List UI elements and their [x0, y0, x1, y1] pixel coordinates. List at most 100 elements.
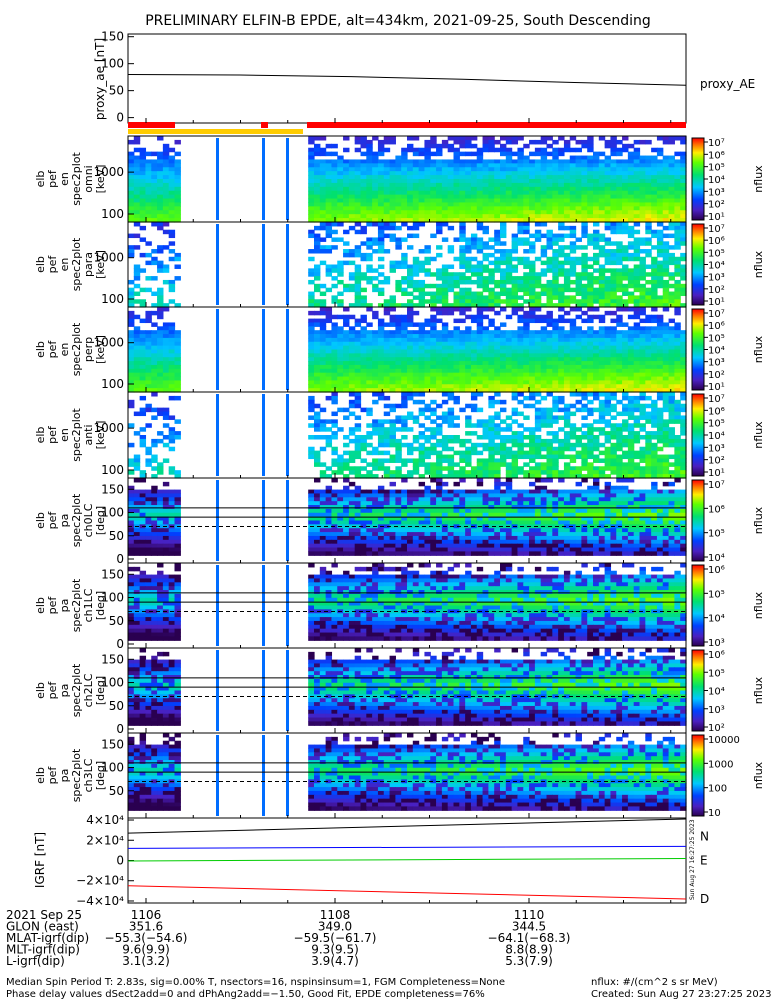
heatmap-cell: [424, 322, 431, 327]
heatmap-cell: [407, 361, 414, 366]
heatmap-cell: [639, 380, 646, 385]
heatmap-cell: [401, 318, 408, 324]
heatmap-cell: [360, 194, 367, 200]
heatmap-cell: [331, 143, 338, 149]
heatmap-cell: [412, 222, 420, 227]
heatmap-cell: [587, 431, 594, 436]
heatmap-cell: [407, 376, 414, 382]
heatmap-cell: [366, 364, 373, 370]
heatmap-cell: [354, 427, 362, 432]
heatmap-cell: [430, 462, 437, 467]
heatmap-cell: [168, 210, 176, 215]
heatmap-cell: [651, 218, 658, 223]
heatmap-cell: [331, 237, 338, 242]
heatmap-cell: [540, 175, 548, 180]
heatmap-cell: [534, 423, 542, 428]
heatmap-cell: [558, 163, 565, 168]
heatmap-cell: [656, 314, 664, 320]
heatmap-cell: [656, 380, 664, 385]
heatmap-cell: [331, 330, 338, 335]
heatmap-cell: [668, 462, 675, 467]
heatmap-cell: [494, 380, 501, 385]
heatmap-cell: [331, 276, 338, 281]
heatmap-cell: [476, 291, 484, 297]
heatmap-cell: [157, 303, 164, 308]
heatmap-cell: [552, 357, 559, 362]
heatmap-cell: [558, 380, 565, 385]
heatmap-cell: [407, 392, 414, 397]
heatmap-cell: [151, 415, 158, 420]
heatmap-cell: [128, 151, 135, 157]
heatmap-stripe: [286, 309, 289, 390]
heatmap-cell: [523, 241, 530, 246]
heatmap-cell: [645, 380, 652, 385]
heatmap-cell: [151, 384, 158, 389]
heatmap-cell: [139, 345, 147, 351]
heatmap-cell: [581, 179, 588, 184]
heatmap-cell: [430, 218, 437, 223]
heatmap-cell: [563, 190, 571, 196]
heatmap-cell: [151, 198, 158, 204]
heatmap-cell: [343, 314, 350, 320]
heatmap-cell: [581, 276, 588, 281]
heatmap-cell: [407, 214, 414, 219]
heatmap-cell: [360, 466, 367, 471]
heatmap-cell: [540, 372, 548, 378]
heatmap-cell: [616, 186, 623, 192]
heatmap-cell: [581, 186, 588, 192]
heatmap-cell: [366, 218, 373, 223]
heatmap-cell: [389, 470, 396, 475]
heatmap-cell: [418, 399, 426, 405]
heatmap-cell: [366, 307, 373, 312]
heatmap-cell: [505, 190, 513, 196]
heatmap-cell: [337, 361, 344, 366]
heatmap-cell: [424, 489, 431, 495]
heatmap-cell: [128, 167, 135, 172]
heatmap-cell: [627, 190, 635, 196]
heatmap-cell: [529, 372, 536, 378]
heatmap-cell: [331, 245, 338, 250]
heatmap-cell: [540, 462, 548, 467]
colorbar-tick-label: 10⁴: [708, 175, 725, 186]
heatmap-cell: [622, 372, 629, 378]
heatmap-cell: [546, 237, 553, 242]
heatmap-cell: [314, 337, 321, 343]
heatmap-cell: [157, 175, 164, 180]
heatmap-cell: [494, 368, 501, 374]
heatmap-cell: [633, 462, 641, 467]
heatmap-cell: [465, 214, 472, 219]
heatmap-cell: [668, 295, 675, 300]
heatmap-cell: [517, 171, 524, 176]
heatmap-cell: [558, 303, 565, 308]
heatmap-cell: [552, 303, 559, 308]
heatmap-cell: [598, 450, 606, 456]
heatmap-cell: [674, 462, 681, 467]
heatmap-cell: [604, 334, 612, 339]
heatmap-cell: [680, 395, 687, 401]
heatmap-cell: [389, 233, 396, 239]
heatmap-cell: [622, 249, 629, 254]
heatmap-cell: [534, 353, 542, 358]
heatmap-cell: [505, 279, 513, 285]
heatmap-cell: [627, 218, 635, 223]
heatmap-cell: [319, 376, 327, 382]
heatmap-cell: [534, 470, 542, 475]
spectrogram-ylabel-line: elb: [34, 256, 47, 273]
heatmap-cell: [505, 438, 513, 444]
heatmap-cell: [511, 256, 519, 262]
heatmap-cell: [325, 310, 333, 316]
heatmap-cell: [139, 214, 147, 219]
heatmap-cell: [639, 256, 646, 262]
heatmap-cell: [168, 384, 176, 389]
heatmap-cell: [459, 163, 466, 168]
heatmap-cell: [558, 474, 565, 479]
heatmap-cell: [168, 206, 176, 211]
heatmap-cell: [494, 229, 501, 235]
heatmap-cell: [145, 388, 152, 393]
heatmap-cell: [470, 182, 478, 188]
heatmap-cell: [598, 276, 606, 281]
heatmap-cell: [680, 466, 687, 471]
heatmap-cell: [377, 372, 385, 378]
heatmap-cell: [552, 450, 559, 456]
heatmap-cell: [598, 218, 606, 223]
